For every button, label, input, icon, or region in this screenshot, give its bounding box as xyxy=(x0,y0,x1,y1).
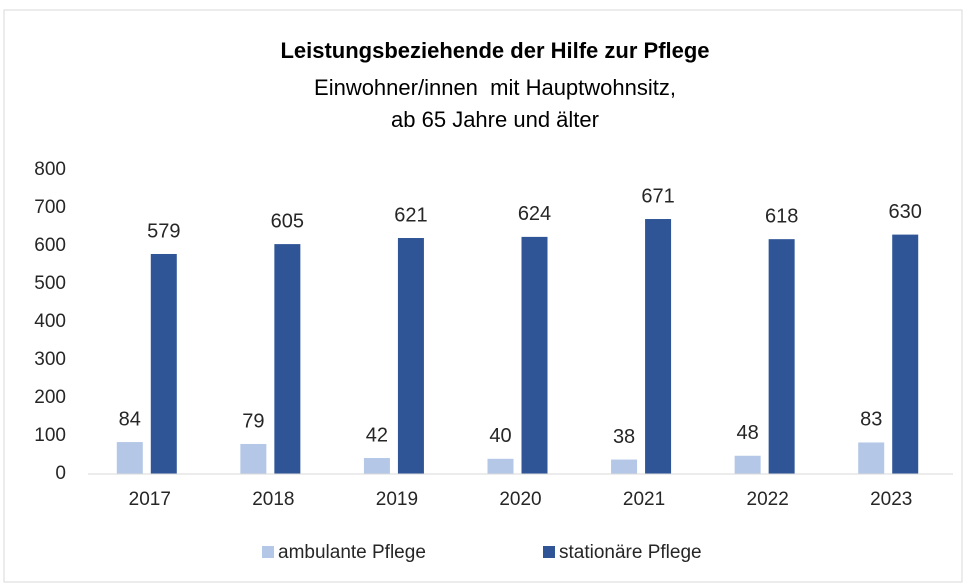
bar xyxy=(611,459,638,474)
value-label: 579 xyxy=(147,220,180,242)
bar xyxy=(397,238,424,474)
x-tick-label: 2022 xyxy=(747,489,789,510)
bar xyxy=(892,234,919,474)
value-label: 48 xyxy=(737,422,759,444)
chart-subtitle: Einwohner/innen mit Hauptwohnsitz, xyxy=(314,75,676,100)
y-tick-label: 300 xyxy=(34,349,66,370)
value-label: 83 xyxy=(860,409,882,431)
x-tick-label: 2020 xyxy=(499,489,541,510)
y-tick-label: 400 xyxy=(34,311,66,332)
value-label: 621 xyxy=(394,204,427,226)
bar xyxy=(116,442,143,474)
bar xyxy=(521,236,548,474)
x-tick-label: 2023 xyxy=(870,489,912,510)
value-label: 630 xyxy=(889,201,922,223)
y-tick-label: 700 xyxy=(34,197,66,218)
y-tick-label: 800 xyxy=(34,159,66,180)
value-label: 40 xyxy=(489,425,511,447)
x-tick-label: 2021 xyxy=(623,489,665,510)
y-tick-label: 200 xyxy=(34,387,66,408)
value-label: 79 xyxy=(242,410,264,432)
legend-swatch xyxy=(262,546,274,558)
y-tick-label: 0 xyxy=(55,463,66,484)
value-label: 84 xyxy=(119,408,141,430)
bar xyxy=(858,442,885,474)
value-label: 38 xyxy=(613,426,635,448)
legend-label: stationäre Pflege xyxy=(559,542,702,563)
y-tick-label: 500 xyxy=(34,273,66,294)
bar xyxy=(768,239,795,474)
chart-subtitle: ab 65 Jahre und älter xyxy=(391,107,599,132)
bar xyxy=(487,458,514,474)
x-tick-label: 2019 xyxy=(376,489,418,510)
value-label: 618 xyxy=(765,205,798,227)
bar xyxy=(240,443,267,474)
value-label: 624 xyxy=(518,203,551,225)
bar xyxy=(734,455,761,474)
bar xyxy=(363,458,390,474)
x-tick-label: 2017 xyxy=(129,489,171,510)
bar xyxy=(645,219,672,474)
value-label: 42 xyxy=(366,424,388,446)
bar xyxy=(150,253,177,474)
value-label: 605 xyxy=(271,210,304,232)
bar xyxy=(274,244,301,474)
chart-title: Leistungsbeziehende der Hilfe zur Pflege xyxy=(280,38,709,63)
y-tick-label: 100 xyxy=(34,425,66,446)
x-tick-label: 2018 xyxy=(252,489,294,510)
legend-swatch xyxy=(543,546,555,558)
value-label: 671 xyxy=(641,185,674,207)
y-tick-label: 600 xyxy=(34,235,66,256)
legend-label: ambulante Pflege xyxy=(278,542,426,563)
